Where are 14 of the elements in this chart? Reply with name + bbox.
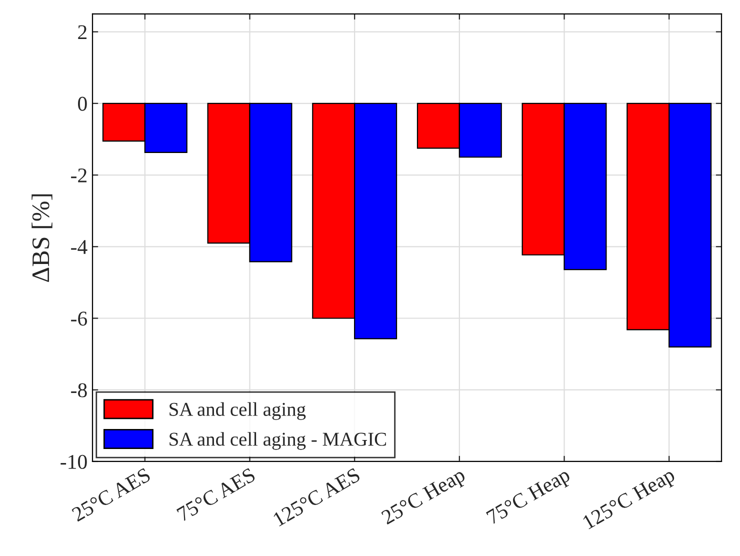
y-tick-label: -2: [71, 168, 86, 182]
y-axis-title: ΔBS [%]: [32, 194, 52, 282]
y-tick-label: -10: [60, 454, 87, 469]
x-tick-label: 75°C Heap: [486, 467, 573, 528]
y-tick-label: 2: [78, 25, 86, 40]
y-tick-label: -8: [71, 383, 87, 398]
x-tick-label: 25°C Heap: [380, 467, 468, 528]
y-tick-label: -4: [71, 240, 88, 254]
x-tick-label: 25°C AES: [71, 468, 152, 522]
y-tick-label: -6: [71, 312, 88, 326]
legend-label: SA and cell aging - MAGIC: [170, 432, 386, 450]
x-tick-label: 75°C AES: [176, 468, 256, 522]
legend-label: SA and cell aging: [170, 402, 306, 420]
y-tick-label: 0: [78, 96, 87, 111]
